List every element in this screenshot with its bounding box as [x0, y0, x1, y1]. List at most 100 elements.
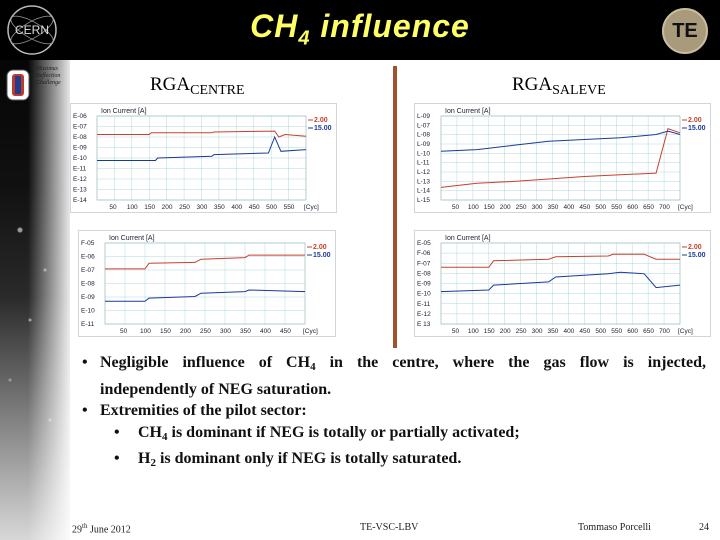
footer-date: 29th June 2012	[72, 522, 131, 536]
legend-value-upper: 2.00	[313, 244, 327, 251]
rga-plot: Ion Current [A] E-06 E-07 E-08 E-09 E-10 E-11 E…	[73, 108, 332, 211]
maximus-logo-text: Maximus Reflection Challenge	[36, 66, 61, 86]
x-tick-label: 500	[595, 328, 606, 335]
y-tick-label: E-06	[73, 113, 87, 120]
trace-lower	[105, 289, 306, 302]
y-tick-label: L-09	[417, 113, 430, 120]
trace-upper	[105, 254, 305, 270]
x-tick-label: 300	[532, 328, 543, 335]
rga-plot: Ion Current [A] F-05 E-06 E-07 E-08 E-09 E-10 E…	[81, 235, 331, 335]
x-unit-label: [Cyc]	[678, 328, 693, 335]
rga-centre-chart-top: Ion Current [A] E-06 E-07 E-08 E-09 E-10 E-11 E…	[70, 103, 337, 213]
legend-value-lower: 15.00	[688, 252, 706, 259]
x-tick-label: 550	[611, 328, 622, 335]
y-tick-label: L-09	[417, 141, 430, 148]
rga-centre-chart-bottom: Ion Current [A] F-05 E-06 E-07 E-08 E-09 E-10 E…	[78, 230, 336, 337]
svg-text:CERN: CERN	[15, 23, 49, 37]
x-tick-label: 400	[563, 204, 574, 211]
legend-value-upper: 2.00	[688, 244, 702, 251]
rga-plot: Ion Current [A] E-05 F-06 F-07 E-08 E-09 E-10 E…	[417, 235, 706, 335]
y-tick-label: E-09	[417, 281, 431, 288]
x-tick-label: 250	[179, 204, 190, 211]
x-tick-label: 500	[595, 204, 606, 211]
legend-value-upper: 2.00	[314, 117, 328, 124]
y-tick-label: E-09	[73, 145, 87, 152]
y-tick-label: E-11	[81, 321, 95, 328]
y-tick-label: E-08	[73, 134, 87, 141]
y-tick-label: L-13	[417, 178, 430, 185]
y-tick-label: F-07	[417, 260, 431, 267]
legend-value-lower: 15.00	[313, 252, 331, 259]
plot-area	[440, 115, 681, 201]
trace-lower	[97, 135, 307, 161]
footer-author: Tommaso Porcelli	[578, 522, 651, 533]
trace-upper	[97, 130, 307, 138]
y-tick-label: E 13	[417, 321, 431, 328]
x-tick-label: 100	[468, 204, 479, 211]
y-tick-label: E-09	[81, 294, 95, 301]
x-tick-label: 350	[214, 204, 225, 211]
title-bar	[0, 0, 720, 60]
bullet-ch4-dominant: CH4 is dominant if NEG is totally or par…	[78, 422, 706, 449]
axis-title: Ion Current [A]	[445, 235, 491, 242]
x-tick-label: 150	[160, 328, 171, 335]
x-tick-label: 650	[643, 328, 654, 335]
y-tick-label: E-10	[417, 291, 431, 298]
legend-value-lower: 15.00	[314, 125, 332, 132]
rga-centre-heading: RGACENTRE	[150, 74, 245, 98]
x-tick-label: 450	[579, 204, 590, 211]
rga-saleve-heading: RGASALEVE	[512, 74, 606, 98]
x-tick-label: 100	[140, 328, 151, 335]
y-tick-label: E-06	[81, 254, 95, 261]
y-tick-label: E-11	[417, 301, 431, 308]
page-number: 24	[699, 522, 709, 533]
legend-value-upper: 2.00	[688, 117, 702, 124]
x-tick-label: 150	[144, 204, 155, 211]
y-tick-label: E-10	[81, 308, 95, 315]
y-tick-label: E-08	[417, 270, 431, 277]
y-tick-label: F-06	[417, 250, 431, 257]
y-tick-label: L-07	[417, 122, 430, 129]
x-tick-label: 300	[532, 204, 543, 211]
axis-title: Ion Current [A]	[109, 235, 155, 242]
axis-title: Ion Current [A]	[101, 108, 147, 115]
te-department-logo: TE	[662, 8, 708, 54]
rga-saleve-chart-top: Ion Current [A] L-09 L-07 L-08 L-09 L-10 L-11 L…	[414, 103, 711, 213]
x-tick-label: 150	[484, 204, 495, 211]
x-tick-label: 450	[280, 328, 291, 335]
x-tick-label: 350	[548, 328, 559, 335]
x-tick-label: 50	[120, 328, 128, 335]
x-tick-label: 100	[127, 204, 138, 211]
trace-lower	[440, 271, 681, 293]
y-tick-label: E-12	[417, 311, 431, 318]
bullet-list: Negligible influence of CH4 in the centr…	[78, 352, 706, 475]
footer-group: TE-VSC-LBV	[360, 522, 419, 533]
x-tick-label: 300	[197, 204, 208, 211]
bullet-h2-dominant: H2 is dominant only if NEG is totally sa…	[78, 448, 706, 475]
x-tick-label: 350	[548, 204, 559, 211]
x-tick-label: 400	[231, 204, 242, 211]
axis-title: Ion Current [A]	[445, 108, 491, 115]
x-tick-label: 50	[452, 204, 460, 211]
y-tick-label: L-11	[417, 160, 430, 167]
bullet-ch4-centre: Negligible influence of CH4 in the centr…	[78, 352, 706, 400]
x-tick-label: 200	[500, 204, 511, 211]
y-tick-label: L-10	[417, 150, 430, 157]
slide-title: CH4 influence	[250, 8, 470, 50]
y-tick-label: F-05	[81, 240, 95, 247]
x-tick-label: 200	[162, 204, 173, 211]
x-tick-label: 550	[611, 204, 622, 211]
y-tick-label: L-12	[417, 169, 430, 176]
x-tick-label: 500	[266, 204, 277, 211]
x-tick-label: 350	[240, 328, 251, 335]
x-tick-label: 400	[563, 328, 574, 335]
y-tick-label: E-08	[81, 281, 95, 288]
y-tick-label: E-07	[81, 267, 95, 274]
y-tick-label: E-07	[73, 124, 87, 131]
x-tick-label: 300	[220, 328, 231, 335]
x-tick-label: 100	[468, 328, 479, 335]
y-tick-label: E-11	[73, 166, 87, 173]
x-tick-label: 650	[643, 204, 654, 211]
y-tick-label: L-15	[417, 197, 430, 204]
x-tick-label: 250	[200, 328, 211, 335]
